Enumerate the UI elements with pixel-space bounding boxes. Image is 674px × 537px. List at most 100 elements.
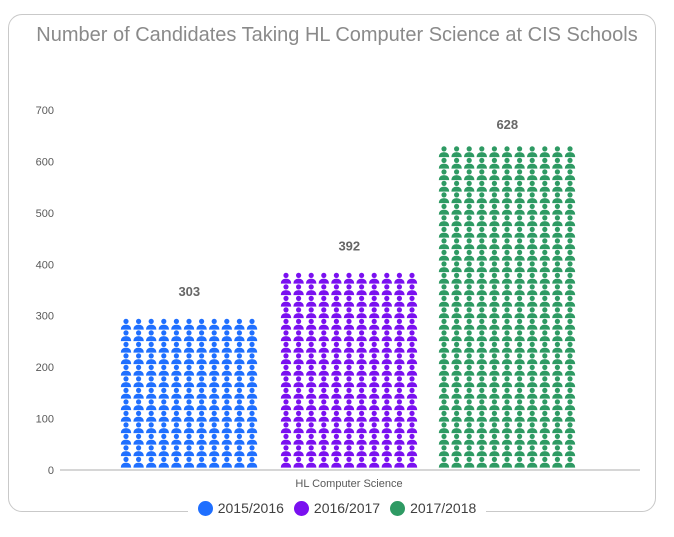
person-icon-head — [529, 249, 535, 255]
person-icon-body — [306, 382, 317, 388]
person-icon-body — [438, 152, 450, 158]
person-icon-body — [306, 416, 317, 422]
person-icon-body — [293, 313, 304, 319]
person-icon-body — [318, 416, 329, 422]
person-icon-body — [552, 428, 563, 434]
person-icon-head — [567, 203, 573, 209]
person-icon-head — [454, 215, 460, 221]
person-icon-body — [221, 416, 232, 422]
person-icon-body — [438, 186, 450, 192]
person-icon-head — [517, 307, 523, 313]
person-icon-body — [514, 163, 525, 169]
person-icon-head — [283, 353, 289, 359]
person-icon-head — [479, 169, 485, 175]
person-icon-body — [552, 451, 563, 457]
person-icon-body — [183, 359, 195, 365]
person-icon-body — [451, 152, 462, 158]
person-icon-body — [158, 359, 169, 365]
person-icon-head — [542, 376, 548, 382]
person-icon-body — [476, 152, 487, 158]
person-icon-body — [120, 393, 132, 399]
person-icon-body — [293, 416, 304, 422]
person-icon-head — [517, 341, 523, 347]
person-icon-head — [123, 364, 129, 370]
person-icon-head — [504, 238, 510, 244]
person-icon-head — [491, 318, 497, 324]
person-icon-head — [333, 456, 339, 462]
person-icon-body — [133, 393, 144, 399]
person-icon-head — [454, 318, 460, 324]
person-icon-head — [504, 157, 510, 163]
person-icon-body — [476, 175, 487, 181]
person-icon-head — [441, 433, 447, 439]
person-icon-head — [346, 433, 352, 439]
person-icon-body — [209, 359, 220, 365]
person-icon-body — [394, 301, 405, 307]
person-icon-head — [224, 399, 230, 405]
person-icon-body — [501, 405, 513, 411]
person-icon-head — [517, 215, 523, 221]
person-icon-body — [501, 359, 513, 365]
person-icon-head — [554, 226, 561, 232]
person-icon-head — [211, 376, 217, 382]
person-icon-head — [136, 445, 142, 451]
person-icon-body — [564, 416, 576, 422]
person-icon-head — [479, 180, 485, 186]
person-icon-body — [209, 405, 220, 411]
person-icon-body — [280, 439, 292, 445]
person-icon-body — [539, 462, 550, 468]
person-icon-head — [396, 433, 402, 439]
person-icon-head — [148, 456, 154, 462]
legend-item-2017-2018[interactable]: 2017/2018 — [390, 500, 476, 516]
person-icon-head — [136, 433, 142, 439]
person-icon-body — [369, 336, 380, 342]
person-icon-head — [504, 341, 510, 347]
person-icon-body — [171, 324, 182, 330]
person-icon-body — [246, 347, 258, 353]
person-icon-body — [196, 393, 207, 399]
person-icon-head — [466, 157, 472, 163]
person-icon-head — [308, 353, 314, 359]
person-icon-head — [554, 180, 561, 186]
person-icon-head — [554, 364, 561, 370]
person-icon-body — [527, 416, 538, 422]
person-icon-head — [517, 376, 523, 382]
person-icon-head — [454, 272, 460, 278]
person-icon-head — [161, 353, 167, 359]
data-label: 303 — [178, 284, 200, 299]
legend-item-2016-2017[interactable]: 2016/2017 — [293, 500, 380, 516]
person-icon-head — [249, 422, 255, 428]
legend-item-2015-2016[interactable]: 2015/2016 — [197, 500, 284, 516]
person-icon-head — [333, 399, 339, 405]
person-icon-head — [454, 376, 460, 382]
person-icon-body — [221, 428, 232, 434]
person-icon-head — [296, 318, 302, 324]
person-icon-head — [359, 284, 365, 290]
person-icon-head — [296, 330, 302, 336]
person-icon-head — [542, 261, 548, 267]
person-icon-body — [564, 186, 576, 192]
person-icon-body — [183, 324, 195, 330]
person-icon-body — [318, 393, 329, 399]
person-icon-body — [369, 428, 380, 434]
person-icon-head — [384, 284, 390, 290]
person-icon-body — [489, 428, 500, 434]
person-icon-head — [161, 410, 167, 416]
person-icon-body — [306, 336, 317, 342]
person-icon-head — [517, 272, 523, 278]
person-icon-body — [539, 232, 550, 238]
person-icon-head — [441, 341, 447, 347]
bar-2016-2017 — [280, 272, 418, 468]
person-icon-head — [517, 203, 523, 209]
person-icon-head — [517, 192, 523, 198]
person-icon-body — [120, 370, 132, 376]
person-icon-head — [136, 410, 142, 416]
person-icon-body — [146, 370, 157, 376]
person-icon-head — [491, 295, 497, 301]
person-icon-body — [564, 290, 576, 296]
person-icon-body — [343, 359, 355, 365]
person-icon-head — [161, 318, 167, 324]
person-icon-head — [554, 261, 561, 267]
person-icon-body — [318, 370, 329, 376]
person-icon-head — [249, 399, 255, 405]
